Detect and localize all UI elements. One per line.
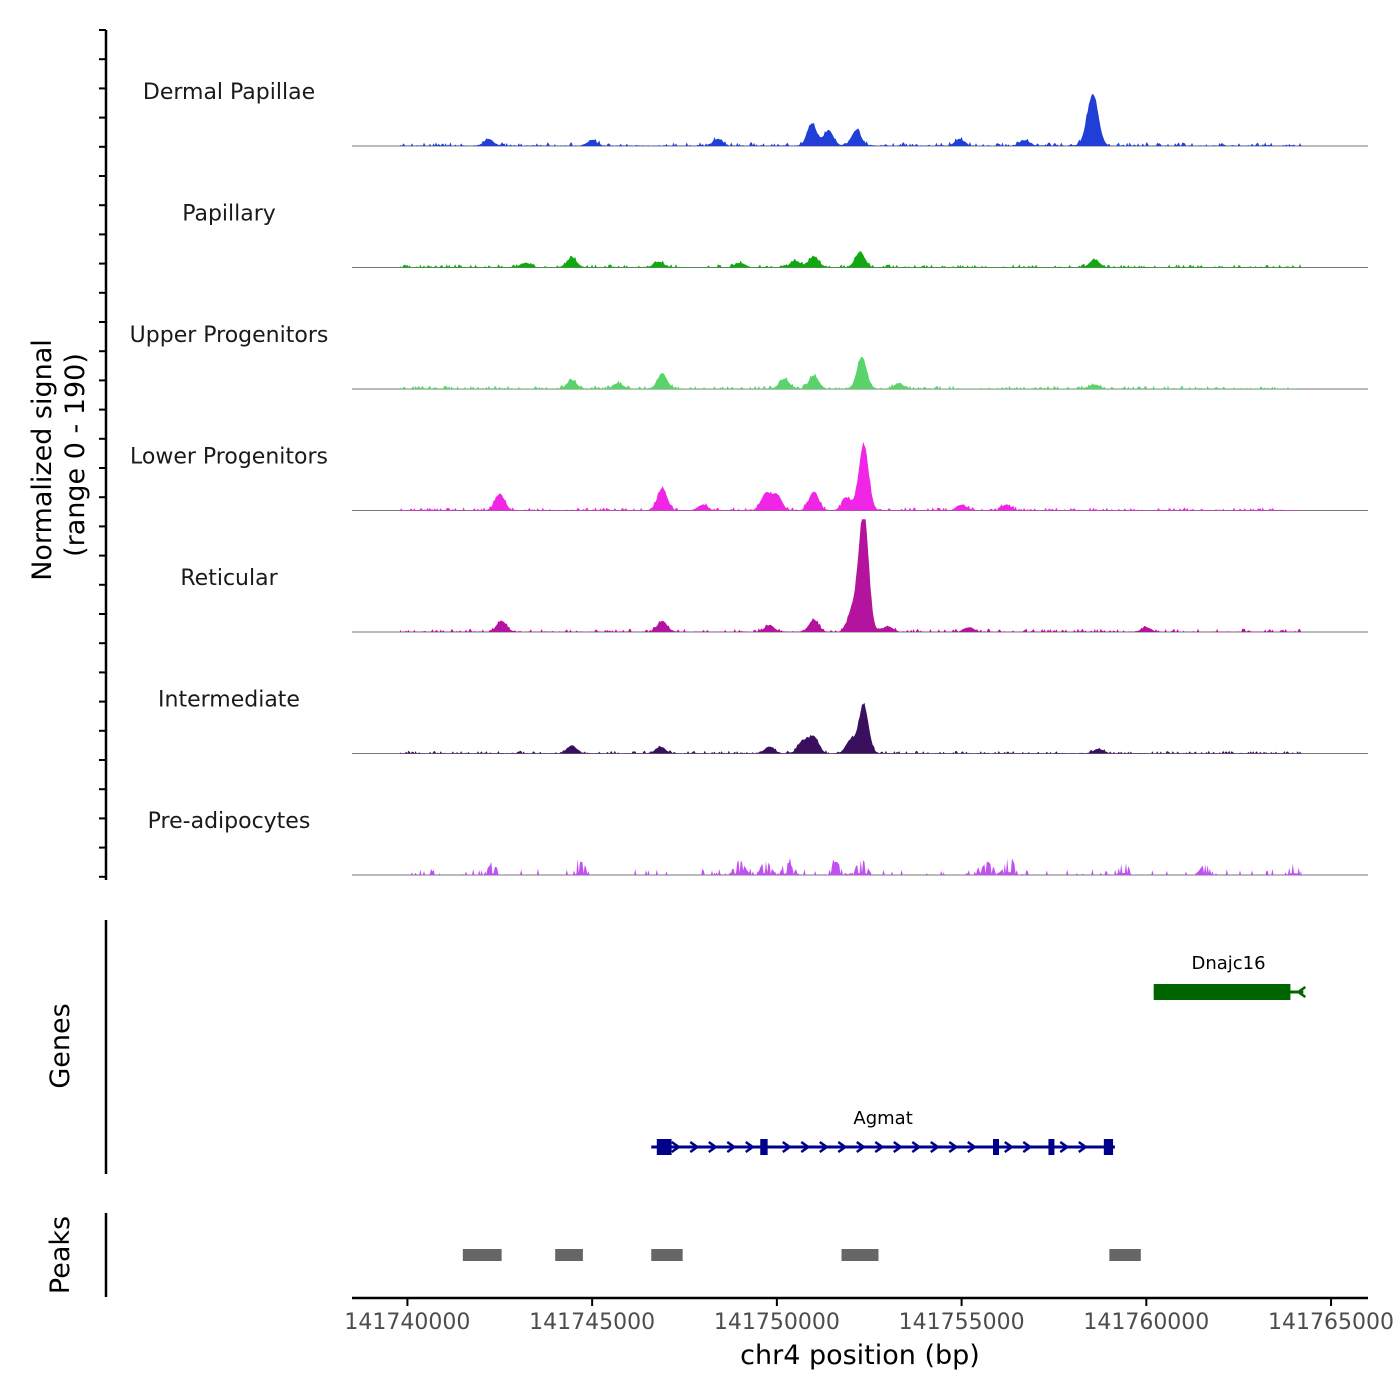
- signal-panel: Dermal Papillae Papillary Upper Progenitor…: [99, 29, 1368, 880]
- strand-arrow: [874, 1140, 885, 1154]
- gene-exon: [993, 1139, 1000, 1155]
- x-tick-label: 141750000: [714, 1310, 840, 1335]
- x-tick-label: 141745000: [529, 1310, 655, 1335]
- signal-area: [400, 442, 1302, 511]
- strand-arrow: [671, 1140, 681, 1154]
- strand-arrow: [800, 1140, 811, 1154]
- peak-region: [462, 1249, 502, 1261]
- strand-arrow: [708, 1140, 718, 1154]
- strand-arrow: [689, 1140, 700, 1154]
- signal-area: [400, 519, 1302, 632]
- track-label: Upper Progenitors: [130, 323, 329, 348]
- track-intermediate: Intermediate: [158, 688, 1368, 754]
- track-label: Pre-adipocytes: [148, 809, 311, 834]
- signal-area: [400, 857, 1302, 875]
- track-label: Dermal Papillae: [143, 80, 315, 105]
- strand-arrow: [930, 1140, 940, 1154]
- track-label: Lower Progenitors: [130, 445, 328, 470]
- strand-arrow: [1296, 985, 1307, 999]
- strand-arrow: [893, 1140, 903, 1154]
- signal-area: [400, 251, 1302, 268]
- gene-dnajc16: Dnajc16: [1153, 953, 1307, 1000]
- gene-exon: [760, 1139, 768, 1155]
- peak-region: [841, 1249, 879, 1261]
- track-papillary: Papillary: [182, 202, 1368, 268]
- x-tick-label: 141755000: [899, 1310, 1025, 1335]
- peak-region: [651, 1249, 683, 1261]
- track-label: Reticular: [180, 566, 278, 591]
- signal-area: [400, 356, 1302, 389]
- strand-arrow: [1022, 1140, 1033, 1154]
- strand-arrow: [1078, 1140, 1088, 1154]
- gene-exon: [656, 1139, 672, 1155]
- strand-arrow: [1059, 1140, 1070, 1154]
- strand-arrow: [837, 1140, 848, 1154]
- x-axis-title: chr4 position (bp): [740, 1340, 980, 1371]
- track-dermal-papillae: Dermal Papillae: [143, 80, 1368, 147]
- gene-exon: [1048, 1139, 1055, 1155]
- track-pre-adipocytes: Pre-adipocytes: [148, 809, 1368, 876]
- peak-region: [555, 1249, 583, 1261]
- x-axis: 141740000 141745000 141750000 141755000 1417…: [344, 1296, 1394, 1335]
- peaks-panel-title: Peaks: [45, 1216, 76, 1294]
- genes-panel: Dnajc16 Agmat: [104, 920, 1307, 1174]
- y-axis-title-line1: Normalized signal: [27, 339, 58, 581]
- strand-arrow: [948, 1140, 959, 1154]
- signal-area: [400, 93, 1302, 146]
- strand-arrow: [967, 1140, 977, 1154]
- signal-area: [400, 702, 1302, 754]
- peak-region: [1109, 1249, 1141, 1261]
- x-tick-label: 141740000: [344, 1310, 470, 1335]
- peaks-panel: [104, 1213, 1141, 1297]
- strand-arrow: [745, 1140, 755, 1154]
- strand-arrow: [1004, 1140, 1014, 1154]
- gene-label: Agmat: [853, 1108, 912, 1129]
- track-label: Intermediate: [158, 688, 300, 713]
- track-upper-progenitors: Upper Progenitors: [130, 323, 1368, 390]
- track-lower-progenitors: Lower Progenitors: [130, 442, 1368, 511]
- gene-agmat: Agmat: [651, 1108, 1115, 1155]
- x-tick-label: 141765000: [1268, 1310, 1394, 1335]
- strand-arrow: [726, 1140, 737, 1154]
- strand-arrow: [782, 1140, 792, 1154]
- gene-exon: [1153, 984, 1291, 1000]
- x-tick-label: 141760000: [1083, 1310, 1209, 1335]
- track-reticular: Reticular: [180, 519, 1368, 633]
- genes-panel-title: Genes: [45, 1003, 76, 1088]
- strand-arrow: [819, 1140, 829, 1154]
- track-label: Papillary: [182, 202, 276, 227]
- y-axis-title-line2: (range 0 - 190): [60, 353, 91, 557]
- strand-arrow: [856, 1140, 866, 1154]
- gene-exon: [1103, 1139, 1114, 1155]
- gene-label: Dnajc16: [1191, 953, 1265, 974]
- strand-arrow: [911, 1140, 922, 1154]
